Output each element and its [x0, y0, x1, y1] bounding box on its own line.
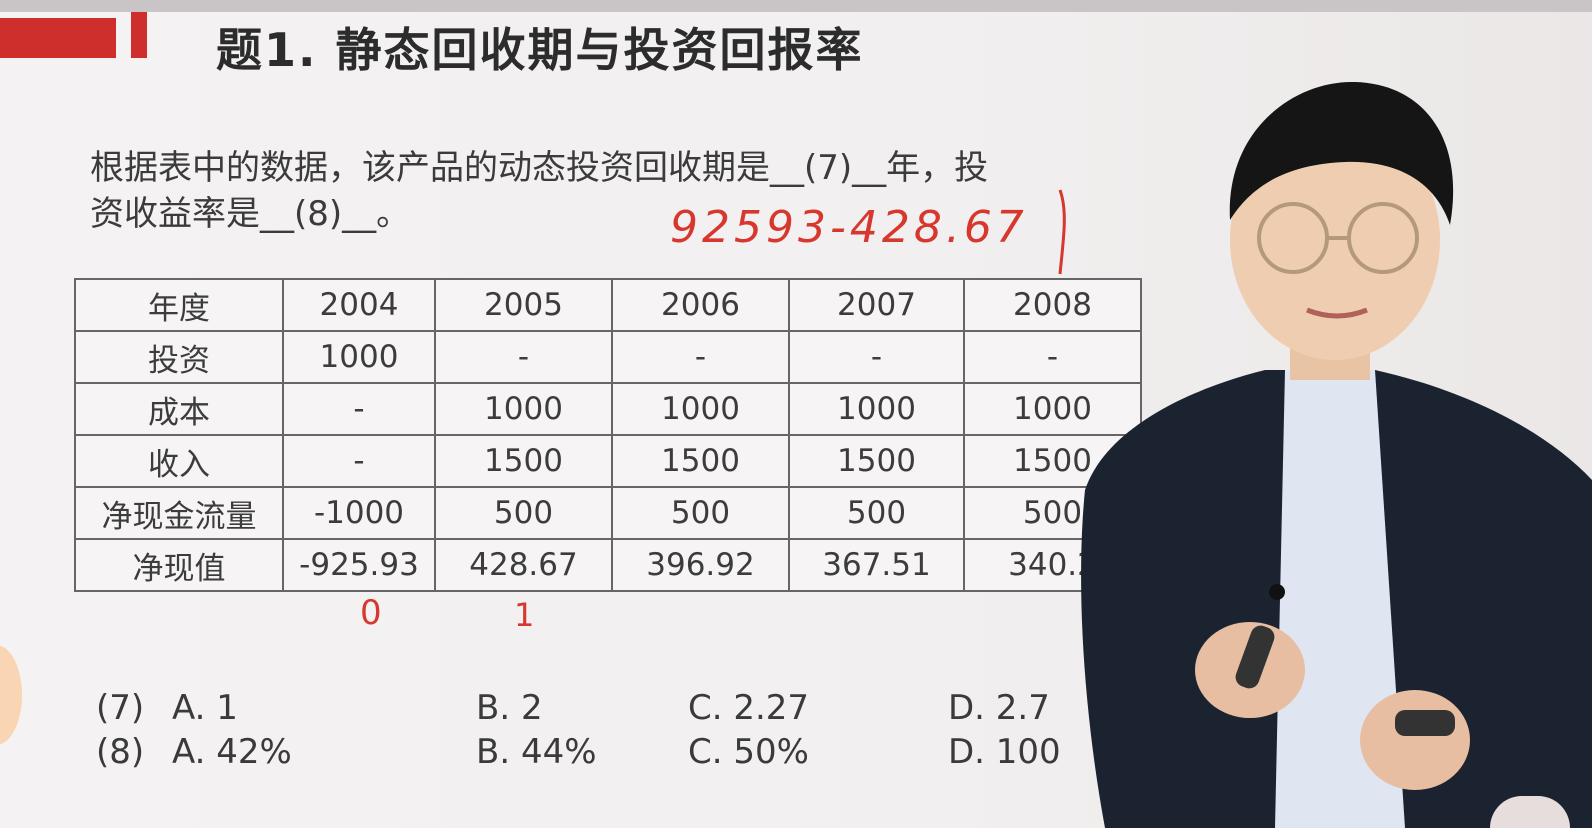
- option-q7-d: D. 2.7: [948, 688, 1050, 728]
- question-line-2: 资收益率是__(8)__。: [90, 194, 411, 234]
- table-cell: -: [611, 330, 790, 384]
- table-cell: 1000: [788, 382, 965, 436]
- top-strip: [0, 0, 1592, 12]
- table-row: 投资 1000 - - - -: [74, 330, 1142, 384]
- table-cell: 1500: [611, 434, 790, 488]
- presenter-figure: [1081, 81, 1592, 828]
- option-q7-a: A. 1: [172, 688, 238, 728]
- handwritten-marks: 0 1: [360, 593, 534, 632]
- side-tab-button[interactable]: [0, 645, 22, 745]
- table-cell: 1500: [434, 434, 613, 488]
- handwritten-calculation: 92593-428.67: [670, 189, 1066, 275]
- question-text: 根据表中的数据，该产品的动态投资回收期是__(7)__年，投 资收益率是__(8…: [90, 145, 1100, 237]
- table-cell: 净现值: [74, 538, 284, 592]
- options-d-column: D. 2.7 D. 100: [948, 686, 1061, 774]
- table-cell: 收入: [74, 434, 284, 488]
- table-cell: -: [963, 330, 1142, 384]
- table-cell: 500: [788, 486, 965, 540]
- table-cell: 1000: [434, 382, 613, 436]
- option-q8-d: D. 100: [948, 732, 1061, 772]
- table-header-cell: 2005: [434, 278, 613, 332]
- table-row: 净现值 -925.93 428.67 396.92 367.51 340.2: [74, 538, 1142, 592]
- table-row: 净现金流量 -1000 500 500 500 500: [74, 486, 1142, 540]
- handwritten-mark-1: 1: [514, 596, 534, 632]
- table-cell: 1000: [963, 382, 1142, 436]
- option-q8-b: B. 44%: [476, 732, 597, 772]
- table-cell: -: [788, 330, 965, 384]
- data-table: 年度 2004 2005 2006 2007 2008 投资 1000 - - …: [74, 278, 1142, 592]
- table-cell: -925.93: [282, 538, 436, 592]
- table-header-row: 年度 2004 2005 2006 2007 2008: [74, 278, 1142, 332]
- question-line-1: 根据表中的数据，该产品的动态投资回收期是__(7)__年，投: [90, 148, 989, 188]
- table-header-cell: 2006: [611, 278, 790, 332]
- table-cell: -1000: [282, 486, 436, 540]
- table-cell: 成本: [74, 382, 284, 436]
- table-row: 收入 - 1500 1500 1500 1500: [74, 434, 1142, 488]
- table-cell: 500: [434, 486, 613, 540]
- table-header-cell: 2008: [963, 278, 1142, 332]
- handwritten-mark-0: 0: [360, 593, 382, 632]
- options-b-column: B. 2 B. 44%: [476, 686, 597, 774]
- table-header-cell: 2007: [788, 278, 965, 332]
- table-cell: 1000: [611, 382, 790, 436]
- option-label-q7: (7): [96, 688, 145, 728]
- table-cell: 1000: [282, 330, 436, 384]
- title-accent-bar: [0, 18, 116, 58]
- option-label-q8: (8): [96, 732, 145, 772]
- table-cell: 396.92: [611, 538, 790, 592]
- option-q7-c: C. 2.27: [688, 688, 810, 728]
- title-accent-tab: [131, 12, 147, 58]
- table-header-cell: 2004: [282, 278, 436, 332]
- options-label-column: (7) (8): [96, 686, 144, 774]
- option-q8-c: C. 50%: [688, 732, 809, 772]
- table-cell: 428.67: [434, 538, 613, 592]
- table-cell: 500: [611, 486, 790, 540]
- options-a-column: A. 1 A. 42%: [172, 686, 292, 774]
- table-header-cell: 年度: [74, 278, 284, 332]
- option-q7-b: B. 2: [476, 688, 543, 728]
- slide-title: 题1. 静态回收期与投资回报率: [216, 23, 864, 77]
- table-cell: 投资: [74, 330, 284, 384]
- handwritten-calculation-text: 92593-428.67: [670, 202, 1028, 253]
- options-c-column: C. 2.27 C. 50%: [688, 686, 809, 774]
- table-cell: -: [282, 434, 436, 488]
- table-cell: -: [434, 330, 613, 384]
- corner-logo: [1490, 796, 1570, 828]
- table-cell: -: [282, 382, 436, 436]
- table-cell: 1500: [788, 434, 965, 488]
- option-q8-a: A. 42%: [172, 732, 292, 772]
- table-row: 成本 - 1000 1000 1000 1000: [74, 382, 1142, 436]
- table-cell: 净现金流量: [74, 486, 284, 540]
- table-cell: 367.51: [788, 538, 965, 592]
